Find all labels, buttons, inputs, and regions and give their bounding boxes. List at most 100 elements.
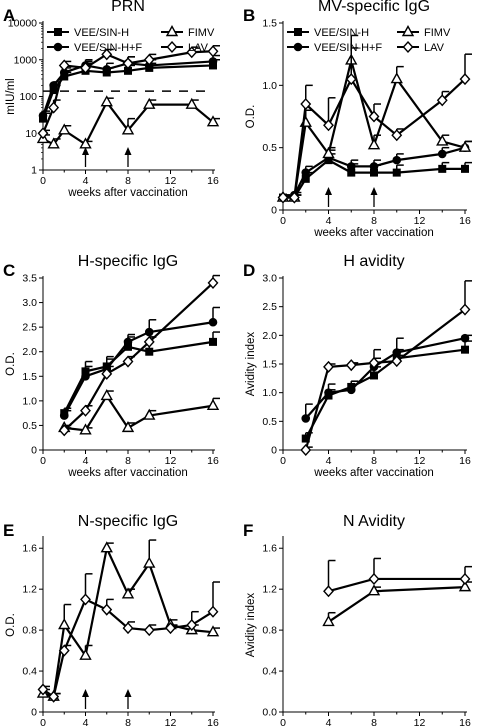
x-tick-label: 4 [83,717,89,728]
y-tick-label: 3.5 [22,273,37,285]
marker-circle [324,388,333,397]
marker-square [392,168,401,177]
legend-label: LAV [424,42,445,54]
series [37,45,220,140]
marker-square [294,28,302,36]
marker-triangle [58,123,71,135]
x-tick-label: 12 [165,455,177,467]
panel-d: D H avidity 0 0.5 1.0 1.5 2.0 2.5 3.0 0 4 8 12 16 week… [243,253,472,479]
panel-title: MV-specific IgG [318,0,430,15]
marker-diamond [368,356,380,369]
series [36,95,220,149]
marker-square [54,28,62,36]
legend-label: LAV [188,42,209,54]
y-axis-label: Avidity index [245,593,257,658]
y-tick-label: 3.0 [22,297,37,309]
marker-diamond [459,572,471,585]
series-line [304,308,466,451]
x-tick-label: 0 [280,455,286,467]
arrow-head [124,147,132,155]
panel-letter: C [3,261,15,280]
y-tick-label: 10000 [8,18,37,30]
marker-circle [59,411,69,420]
x-axis-label: weeks after vaccination [67,467,188,479]
series [58,389,220,435]
x-tick-label: 8 [371,455,377,467]
y-tick-label: 0.5 [22,420,37,432]
marker-triangle [322,614,335,627]
marker-diamond [143,335,155,348]
x-tick-label: 0 [280,717,286,728]
marker-diamond [186,618,198,632]
marker-diamond [143,53,155,66]
y-tick-label: 1.5 [262,359,277,371]
marker-diamond [143,624,155,637]
marker-circle [346,162,356,171]
legend: VEE/SIN-H VEE/SIN-H+F FIMV LAV [47,25,215,54]
panel-letter: A [3,6,15,25]
y-tick-label: 0.8 [262,625,277,637]
marker-square [438,164,447,173]
marker-diamond [101,603,113,616]
marker-diamond [459,73,471,86]
marker-triangle [100,541,113,553]
panel-b: B MV-specific IgG 0 0.5 1.0 1.5 0 4 8 12 16 weeks a… [243,0,472,239]
marker-square [370,371,378,380]
y-tick-label: 0.8 [22,625,37,637]
marker-triangle [100,389,113,401]
x-tick-label: 12 [414,455,426,467]
marker-diamond [368,110,380,123]
marker-triangle [206,115,220,127]
y-tick-label: 1.6 [22,543,37,555]
marker-square [301,174,310,183]
series-line [304,348,466,440]
arrow-head [82,689,89,697]
marker-diamond [207,276,219,289]
panel-letter: F [243,521,253,540]
x-tick-label: 16 [207,455,219,467]
legend-label: FIMV [188,27,215,39]
marker-circle [208,317,218,327]
series-line [304,337,466,420]
y-tick-label: 1.0 [22,395,37,407]
marker-triangle [322,146,335,159]
marker-circle [208,57,218,66]
marker-diamond [80,404,91,417]
y-tick-label: 1.5 [262,18,277,30]
x-tick-label: 4 [326,455,332,467]
x-tick-label: 8 [125,717,131,728]
x-tick-label: 16 [459,455,471,467]
marker-square [347,168,356,177]
marker-triangle [401,25,415,37]
y-axis-label: O.D. [5,613,17,637]
x-tick-label: 8 [125,455,131,467]
marker-diamond [391,129,403,142]
x-tick-label: 16 [207,717,219,728]
marker-circle [460,333,470,343]
marker-circle [38,111,48,121]
marker-diamond [345,73,357,86]
marker-circle [392,155,402,165]
panel-letter: B [243,6,255,25]
marker-diamond [323,585,334,598]
marker-diamond [165,622,176,635]
marker-diamond [122,355,134,368]
y-tick-label: 1000 [14,54,38,66]
marker-circle [369,162,379,171]
panel-c: C H-specific IgG 0 0.5 1.0 1.5 2.0 2.5 3.0 3.5 0 4 8… [3,253,220,479]
x-tick-label: 0 [40,175,46,187]
marker-diamond [207,605,219,618]
marker-triangle [143,408,156,420]
series-line [42,597,214,699]
series [37,573,220,703]
series-line [327,586,466,623]
marker-diamond [288,191,300,204]
y-axis-label: Avidity index [245,332,257,397]
y-tick-label: 1 [31,165,37,177]
series [301,333,472,423]
y-tick-label: 0 [31,445,37,457]
marker-diamond [323,360,334,373]
marker-square [124,66,132,75]
marker-circle [346,385,356,395]
x-tick-label: 16 [459,717,471,728]
